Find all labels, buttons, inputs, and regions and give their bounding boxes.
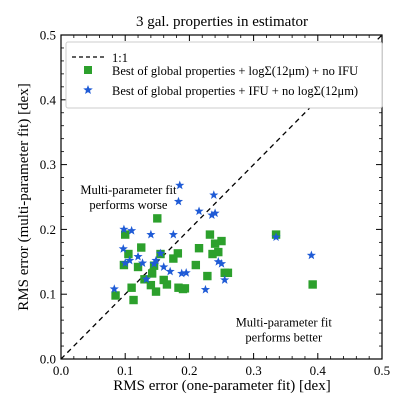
- x-tick-label: 0.5: [374, 363, 390, 378]
- series-2-point: [133, 251, 143, 261]
- y-axis-label: RMS error (multi-parameter fit) [dex]: [16, 83, 32, 310]
- series-1-point: [217, 236, 226, 246]
- series-2-point: [173, 196, 184, 206]
- series-2-point: [200, 284, 211, 294]
- y-tick-label: 0.5: [40, 28, 56, 43]
- series-2-point: [207, 210, 217, 220]
- legend-star-marker: [83, 85, 93, 95]
- series-2-point: [194, 206, 204, 216]
- legend-symbol-series-1: [84, 66, 92, 74]
- series-2-point: [141, 274, 151, 284]
- axes-frame: [60, 34, 383, 360]
- series-1-point: [174, 283, 183, 292]
- x-axis-label: RMS error (one-parameter fit) [dex]: [113, 378, 330, 394]
- annotations: Multi-parameter fit performs worseMulti-p…: [80, 183, 332, 345]
- series-2-point: [146, 229, 156, 239]
- y-tick-label: 0.3: [40, 157, 56, 172]
- series-2-point: [177, 268, 187, 278]
- annotation-text: Multi-parameter fit performs worse: [80, 183, 177, 212]
- x-tick-label: 0.4: [310, 363, 327, 378]
- series-2-point: [155, 248, 166, 258]
- series-2-point: [120, 258, 130, 267]
- series-2-point: [216, 258, 227, 268]
- legend-label-series-2: Best of global properties + IFU + no log…: [112, 84, 358, 98]
- series-2-point: [175, 180, 185, 190]
- series-1-point: [205, 230, 215, 239]
- annotation-line: performs better: [245, 331, 323, 345]
- series-1-point: [223, 268, 233, 278]
- series-2-point: [271, 232, 281, 242]
- series-2-point: [165, 266, 175, 276]
- series-1-point: [159, 275, 168, 285]
- legend-label-1to1: 1:1: [112, 51, 128, 65]
- series-1-point: [121, 230, 130, 239]
- series-1-point: [180, 284, 190, 293]
- series-2-point: [118, 244, 128, 253]
- annotation-line: Multi-parameter fit: [236, 316, 333, 330]
- series-1-point: [151, 287, 161, 296]
- series-1-point: [208, 249, 217, 259]
- series-1-point: [137, 243, 146, 252]
- chart-title: 3 gal. properties in estimator: [136, 14, 308, 30]
- series-1-point: [127, 283, 136, 292]
- series-1-point: [214, 247, 223, 257]
- axes: 0.0 0.1 0.2 0.3 0.4 0.5 0.0 0.1 0.2 0.3 0.4 0.5: [40, 28, 390, 379]
- series-1-point: [162, 280, 172, 289]
- series-1-point: [191, 260, 201, 270]
- series-2-point: [306, 250, 316, 260]
- annotation-text: Multi-parameter fit performs better: [236, 316, 333, 345]
- series-2-point: [151, 255, 161, 265]
- series-1-point: [194, 243, 204, 253]
- y-tick-label: 0.2: [40, 222, 56, 237]
- series-2-point: [125, 255, 135, 265]
- x-tick-label: 0.1: [117, 363, 133, 378]
- series-2-point: [119, 224, 129, 234]
- series-1-point: [169, 254, 178, 263]
- series-2-point: [209, 190, 219, 199]
- x-tick-label: 0.2: [181, 363, 197, 378]
- series-1-point: [308, 280, 317, 289]
- series-1-point: [153, 214, 162, 223]
- annotation-line: performs worse: [89, 198, 168, 212]
- series-2-point: [220, 275, 230, 284]
- series-2-point: [137, 258, 148, 267]
- legend-label-series-1: Best of global properties + logΣ(12μm) +…: [112, 64, 358, 78]
- series-2-point: [127, 225, 137, 235]
- legend-symbol-series-2: [83, 85, 93, 95]
- series-2-point: [159, 262, 169, 271]
- series-1-point: [210, 239, 220, 248]
- x-tick-label: 0.3: [245, 363, 261, 378]
- series-1-point: [124, 249, 133, 259]
- series-1-point: [133, 262, 143, 272]
- series-1-point: [203, 271, 212, 281]
- series-2-point: [210, 208, 220, 218]
- y-tick-label: 0.1: [40, 287, 56, 302]
- y-tick-label: 0.4: [40, 92, 57, 107]
- legend: 1:1 Best of global properties + logΣ(12μ…: [65, 41, 383, 109]
- series-1-point: [173, 249, 183, 258]
- series-1-point: [129, 295, 138, 305]
- series-2-point: [109, 284, 119, 293]
- series-2-point: [213, 257, 223, 266]
- legend-box: [65, 41, 383, 109]
- series-1-point: [147, 269, 157, 278]
- y-tick-label: 0.0: [40, 352, 56, 367]
- series-1-point: [111, 291, 120, 300]
- series-2-point: [181, 268, 191, 277]
- annotation-line: Multi-parameter fit: [80, 183, 177, 197]
- series-1-point: [146, 280, 156, 290]
- series-2-point: [168, 229, 178, 239]
- x-tick-label: 0.0: [53, 363, 69, 378]
